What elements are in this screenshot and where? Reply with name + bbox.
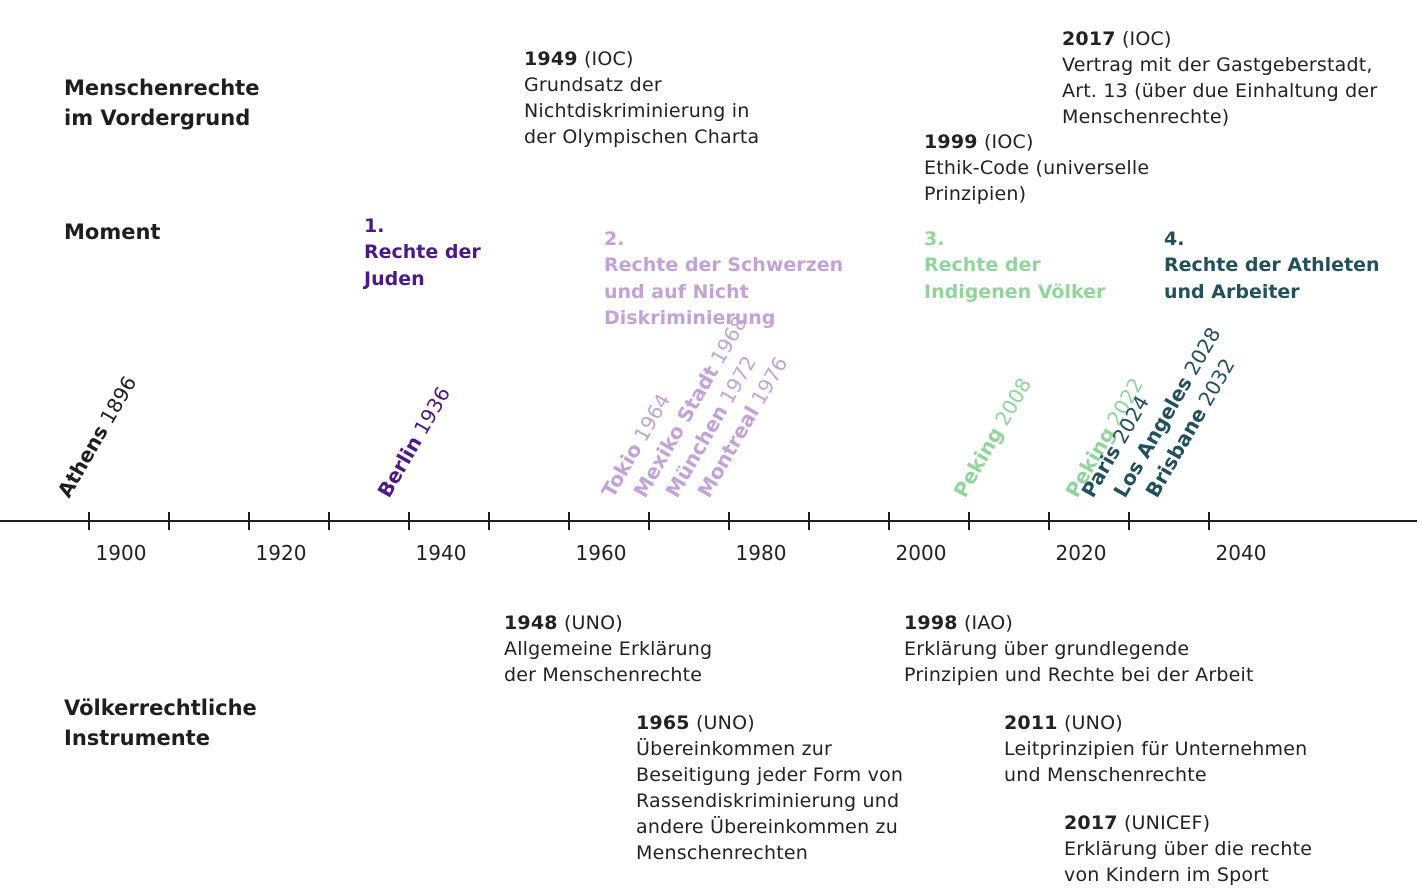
event-text: Allgemeine Erklärung der Menschenrechte [504, 638, 713, 686]
event-org: (IOC) [1121, 28, 1172, 50]
event-text: Ethik-Code (universelle Prinzipien) [924, 157, 1150, 205]
game-city: Athens [53, 421, 113, 501]
event-org: (IOC) [583, 48, 634, 70]
game-year: 2008 [990, 374, 1036, 430]
axis-tick-label: 1920 [256, 541, 307, 565]
event-year: 1948 [504, 612, 558, 634]
event-text: Übereinkommen zur Beseitigung jeder Form… [636, 738, 904, 864]
row-label-human-rights: Menschenrechte im Vordergrund [64, 76, 260, 130]
game-label: Berlin1936 [373, 383, 456, 502]
axis-tick-label: 2000 [896, 541, 947, 565]
event-org: (UNICEF) [1123, 812, 1211, 834]
game-label: Athens1896 [53, 372, 142, 502]
event-text: Erklärung über grundlegende Prinzipien u… [904, 638, 1254, 686]
event-text: Leitprinzipien für Unternehmen und Mensc… [1004, 738, 1308, 786]
event-org: (UNO) [563, 612, 623, 634]
game-city: Berlin [373, 432, 427, 502]
top-event-2017: 2017 (IOC) Vertrag mit der Gastgeberstadt… [1062, 0, 1377, 130]
event-year: 1998 [904, 612, 958, 634]
bottom-event-1948: 1948 (UNO) Allgemeine Erklärung der Mensc… [504, 584, 712, 688]
top-event-1949: 1949 (IOC) Grundsatz der Nichtdiskriminie… [524, 20, 759, 150]
event-text: Grundsatz der Nichtdiskriminierung in de… [524, 74, 760, 148]
event-year: 2017 [1064, 812, 1118, 834]
axis-tick-label: 1940 [416, 541, 467, 565]
bottom-event-1998: 1998 (IAO) Erklärung über grundlegende Pr… [904, 584, 1254, 688]
event-year: 2017 [1062, 28, 1116, 50]
bottom-event-1965: 1965 (UNO) Übereinkommen zur Beseitigung … [636, 684, 903, 866]
moment-title: Rechte der Indigenen Völker [924, 254, 1106, 303]
game-year: 1896 [95, 372, 141, 428]
moment-number: 4. [1164, 227, 1185, 250]
axis-tick-label: 2020 [1056, 541, 1107, 565]
axis-tick-label: 1960 [576, 541, 627, 565]
moment-1: 1. Rechte der Juden [364, 186, 481, 292]
game-city: Peking [949, 423, 1008, 502]
moment-3: 3. Rechte der Indigenen Völker [924, 199, 1105, 305]
event-year: 1949 [524, 48, 578, 70]
moment-4: 4. Rechte der Athleten und Arbeiter [1164, 199, 1380, 305]
bottom-event-2011: 2011 (UNO) Leitprinzipien für Unternehmen… [1004, 684, 1307, 788]
row-label-moment: Moment [64, 220, 161, 244]
event-year: 1965 [636, 712, 690, 734]
moment-title: Rechte der Athleten und Arbeiter [1164, 254, 1380, 303]
event-year: 2011 [1004, 712, 1058, 734]
event-org: (UNO) [1063, 712, 1123, 734]
moment-2: 2. Rechte der Schwerzen und auf Nicht Dis… [604, 199, 843, 332]
axis-tick-label: 1980 [736, 541, 787, 565]
event-org: (UNO) [695, 712, 755, 734]
timeline: 1900 1920 1940 1960 1980 2000 2020 2040 Athens18… [0, 312, 1417, 565]
moment-number: 3. [924, 227, 945, 250]
moment-title: Rechte der Juden [364, 241, 481, 290]
event-org: (IAO) [963, 612, 1013, 634]
row-label-instruments: Völkerrechtliche Instrumente [64, 696, 257, 750]
game-year: 1936 [409, 383, 455, 439]
event-text: Erklärung über die rechte von Kindern im… [1064, 838, 1313, 886]
moment-title: Rechte der Schwerzen und auf Nicht Diskr… [604, 254, 844, 329]
axis-tick-label: 2040 [1216, 541, 1267, 565]
event-year: 1999 [924, 131, 978, 153]
axis-tick-label: 1900 [96, 541, 147, 565]
moment-number: 2. [604, 227, 625, 250]
game-label: Peking2008 [949, 374, 1037, 502]
event-org: (IOC) [983, 131, 1034, 153]
moment-number: 1. [364, 214, 385, 237]
bottom-event-2017: 2017 (UNICEF) Erklärung über die rechte v… [1064, 784, 1312, 888]
top-event-1999: 1999 (IOC) Ethik-Code (universelle Prinzi… [924, 103, 1149, 207]
event-text: Vertrag mit der Gastgeberstadt, Art. 13 … [1062, 54, 1378, 128]
